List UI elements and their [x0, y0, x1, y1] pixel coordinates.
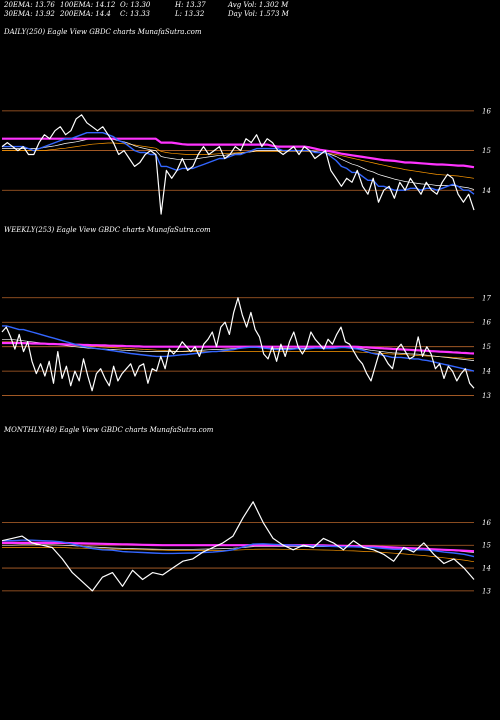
header-ema100: 100EMA: 14.12	[60, 1, 116, 9]
header-avg-vol: Avg Vol: 1.302 M	[228, 1, 289, 9]
daily-price-line	[1, 114, 475, 215]
monthly-panel-title: MONTHLY(48) Eagle View GBDC charts Munaf…	[4, 426, 214, 434]
weekly-chart: 17 16 15 14 13	[1, 294, 491, 400]
monthly-ema-short-line	[2, 539, 475, 558]
monthly-y-tick-label: 16	[482, 519, 491, 527]
daily-ema-slow-line	[2, 142, 475, 179]
daily-panel-title: DAILY(250) Eagle View GBDC charts Munafa…	[4, 28, 202, 36]
daily-ema-long-line	[2, 137, 475, 169]
monthly-chart: 16 15 14 13	[1, 501, 491, 595]
daily-y-tick-label: 16	[482, 107, 491, 115]
header-high: H: 13.37	[175, 1, 206, 9]
daily-ema-short-line	[2, 131, 475, 195]
header-ema30: 30EMA: 13.92	[4, 10, 55, 18]
monthly-ema-long-line	[2, 541, 475, 553]
header-low: L: 13.32	[175, 10, 205, 18]
weekly-y-tick-label: 16	[482, 319, 491, 327]
weekly-price-line	[1, 297, 475, 392]
weekly-panel-title: WEEKLY(253) Eagle View GBDC charts Munaf…	[4, 226, 211, 234]
weekly-y-tick-label: 14	[482, 368, 491, 376]
monthly-price-line	[1, 501, 475, 592]
monthly-y-tick-label: 14	[482, 565, 491, 573]
weekly-ema-long-line	[2, 341, 475, 355]
header-open: O: 13.30	[120, 1, 151, 9]
header-day-vol: Day Vol: 1.573 M	[228, 10, 289, 18]
daily-chart: 16 15 14	[1, 107, 491, 215]
header-close: C: 13.33	[120, 10, 150, 18]
daily-y-tick-label: 14	[482, 187, 491, 195]
monthly-y-tick-label: 15	[482, 542, 491, 550]
header-ema20: 20EMA: 13.76	[4, 1, 55, 9]
weekly-y-tick-label: 17	[482, 294, 491, 302]
daily-ema-mid-line	[2, 138, 475, 190]
weekly-y-tick-label: 15	[482, 343, 491, 351]
daily-y-tick-label: 15	[482, 147, 491, 155]
monthly-y-tick-label: 13	[482, 587, 491, 595]
weekly-y-tick-label: 13	[482, 392, 491, 400]
monthly-ema-slow-line	[2, 547, 475, 563]
header-ema200: 200EMA: 14.4	[60, 10, 111, 18]
